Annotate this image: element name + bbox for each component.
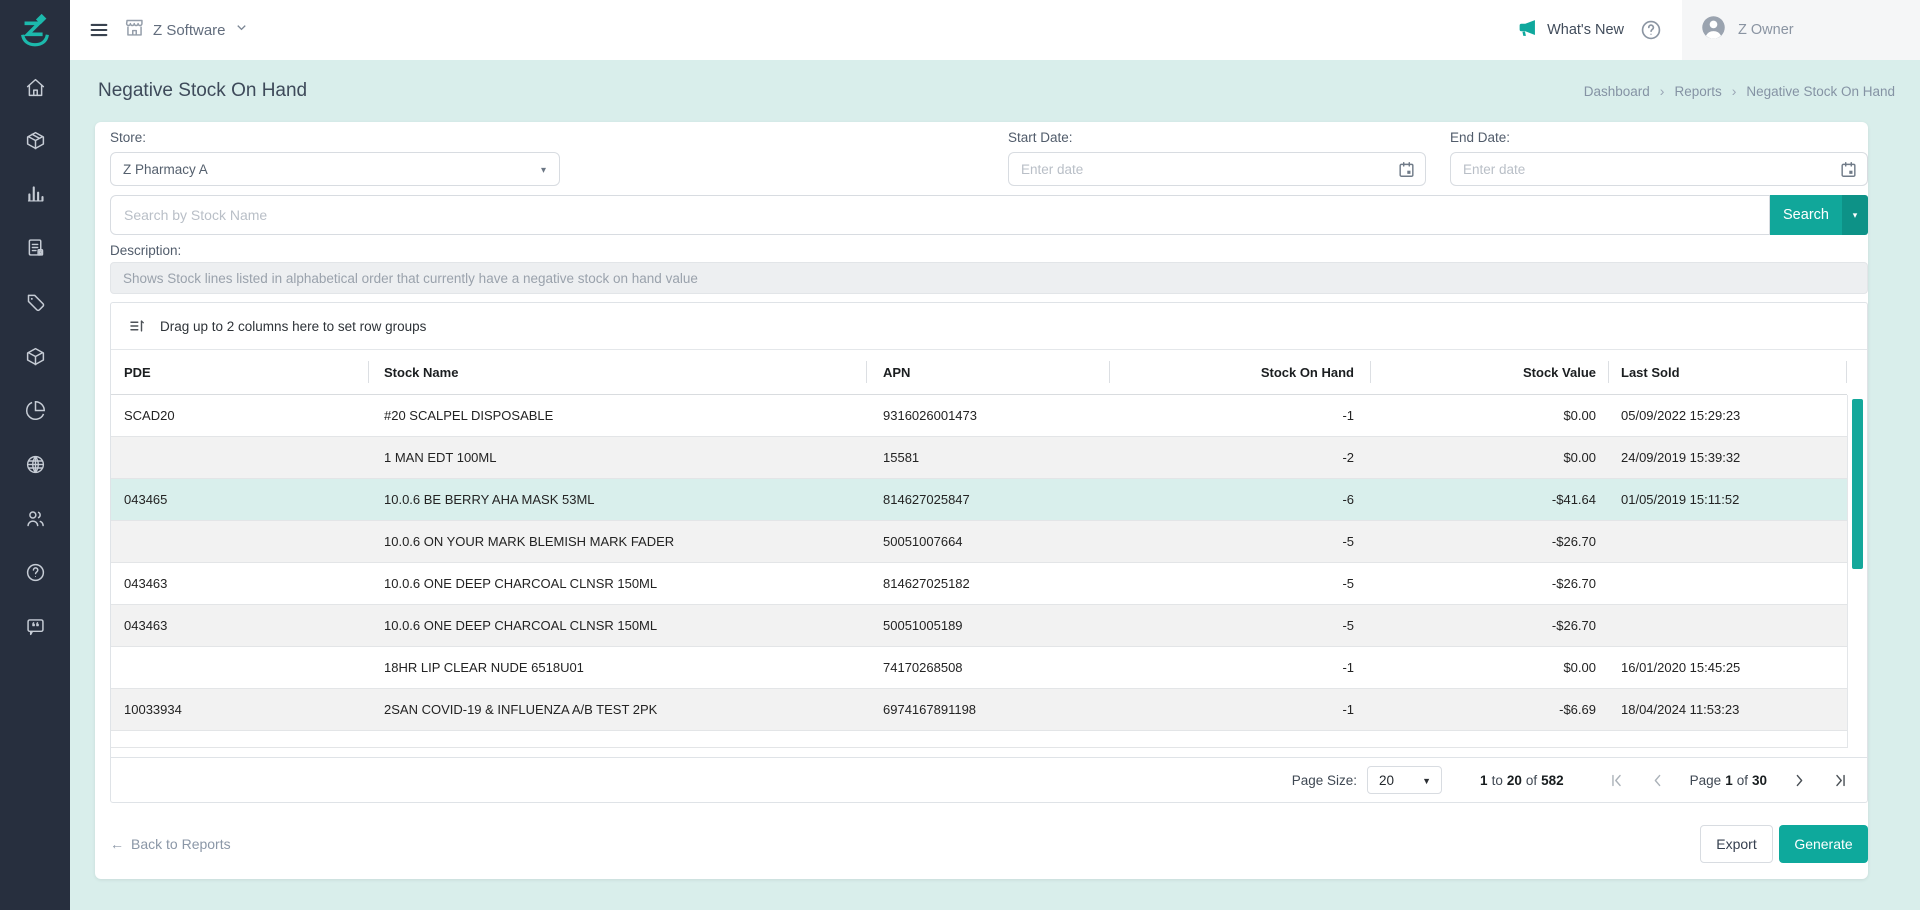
topbar: Z Software What's New Z Owner: [70, 0, 1920, 60]
store-select-value: Z Pharmacy A: [123, 162, 208, 177]
breadcrumb: Dashboard › Reports › Negative Stock On …: [1584, 83, 1895, 99]
page-size-value: 20: [1379, 773, 1394, 788]
store-switcher[interactable]: Z Software: [124, 17, 249, 43]
brand-logo-icon[interactable]: [0, 0, 70, 60]
breadcrumb-sep-icon: ›: [1732, 83, 1737, 99]
generate-button[interactable]: Generate: [1779, 825, 1868, 863]
table-header: PDE Stock Name APN Stock On Hand Stock V…: [111, 350, 1847, 395]
globe-icon[interactable]: [0, 452, 70, 476]
row-group-hint: Drag up to 2 columns here to set row gro…: [160, 319, 426, 334]
column-header-stock-name[interactable]: Stock Name: [369, 350, 867, 394]
user-menu[interactable]: Z Owner: [1682, 0, 1920, 60]
column-header-last-sold[interactable]: Last Sold: [1609, 350, 1847, 394]
breadcrumb-current: Negative Stock On Hand: [1746, 84, 1895, 99]
next-page-icon[interactable]: [1791, 772, 1808, 789]
description-label: Description:: [110, 243, 181, 258]
report-card: Store: Z Pharmacy A ▾ Start Date: Enter …: [95, 122, 1868, 879]
help-button[interactable]: [1640, 19, 1662, 41]
start-date-label: Start Date:: [1008, 130, 1426, 145]
table-row[interactable]: 10.0.6 ON YOUR MARK BLEMISH MARK FADER 5…: [111, 521, 1847, 563]
results-grid: Drag up to 2 columns here to set row gro…: [110, 302, 1868, 803]
table-row-selected[interactable]: 043465 10.0.6 BE BERRY AHA MASK 53ML 814…: [111, 479, 1847, 521]
search-input[interactable]: Search by Stock Name: [110, 195, 1770, 235]
search-placeholder: Search by Stock Name: [124, 207, 267, 223]
tag-icon[interactable]: [0, 290, 70, 314]
app-name: Z Software: [153, 22, 226, 39]
previous-page-icon[interactable]: [1649, 772, 1666, 789]
bar-chart-icon[interactable]: [0, 181, 70, 205]
page-size-label: Page Size:: [1292, 773, 1357, 788]
chat-quote-icon[interactable]: [0, 614, 70, 638]
back-arrow-icon: ←: [110, 836, 124, 852]
breadcrumb-sep-icon: ›: [1660, 83, 1665, 99]
page-size-select[interactable]: 20 ▼: [1367, 766, 1442, 794]
help-circle-icon[interactable]: [0, 560, 70, 584]
main-content: Negative Stock On Hand Dashboard › Repor…: [70, 60, 1920, 910]
end-date-label: End Date:: [1450, 130, 1868, 145]
users-icon[interactable]: [0, 506, 70, 530]
sidebar: [0, 0, 70, 910]
end-date-placeholder: Enter date: [1463, 162, 1525, 177]
back-to-reports-link[interactable]: ← Back to Reports: [110, 836, 231, 852]
pie-chart-icon[interactable]: [0, 398, 70, 422]
pagination-bar: Page Size: 20 ▼ 1 to 20 of 582: [111, 757, 1867, 802]
table-row[interactable]: SCAD20 #20 SCALPEL DISPOSABLE 9316026001…: [111, 395, 1847, 437]
start-date-placeholder: Enter date: [1021, 162, 1083, 177]
caret-down-icon: ▾: [541, 166, 546, 176]
table-body: SCAD20 #20 SCALPEL DISPOSABLE 9316026001…: [111, 395, 1847, 748]
chevron-down-icon: [234, 20, 249, 40]
column-header-apn[interactable]: APN: [867, 350, 1110, 394]
store-label: Store:: [110, 130, 560, 145]
search-button[interactable]: Search: [1770, 195, 1842, 235]
start-date-input[interactable]: Enter date: [1008, 152, 1426, 186]
calendar-icon[interactable]: [1839, 160, 1858, 184]
select-caret-icon: ▼: [1422, 776, 1431, 786]
home-icon[interactable]: [0, 75, 70, 99]
page-title: Negative Stock On Hand: [98, 80, 307, 102]
breadcrumb-reports[interactable]: Reports: [1674, 84, 1721, 99]
row-range-summary: 1 to 20 of 582: [1480, 773, 1564, 788]
breadcrumb-dashboard[interactable]: Dashboard: [1584, 84, 1650, 99]
column-header-stock-on-hand[interactable]: Stock On Hand: [1110, 350, 1371, 394]
column-header-stock-value[interactable]: Stock Value: [1371, 350, 1609, 394]
table-row[interactable]: 043463 10.0.6 ONE DEEP CHARCOAL CLNSR 15…: [111, 605, 1847, 647]
avatar-icon: [1700, 14, 1727, 46]
table-row[interactable]: 18HR LIP CLEAR NUDE 6518U01 74170268508 …: [111, 647, 1847, 689]
megaphone-icon: [1517, 17, 1538, 43]
description-value: Shows Stock lines listed in alphabetical…: [110, 262, 1868, 294]
export-button[interactable]: Export: [1700, 825, 1773, 863]
user-name: Z Owner: [1738, 22, 1794, 38]
store-select[interactable]: Z Pharmacy A ▾: [110, 152, 560, 186]
table-row[interactable]: 043463 10.0.6 ONE DEEP CHARCOAL CLNSR 15…: [111, 563, 1847, 605]
column-header-pde[interactable]: PDE: [111, 350, 369, 394]
whats-new-label: What's New: [1547, 22, 1624, 38]
first-page-icon[interactable]: [1608, 772, 1625, 789]
shop-icon: [124, 17, 145, 43]
app-root: Z Software What's New Z Owner Negative S…: [0, 0, 1920, 910]
row-group-dropzone[interactable]: Drag up to 2 columns here to set row gro…: [111, 303, 1867, 350]
search-options-caret[interactable]: ▾: [1842, 195, 1868, 235]
columns-icon: [128, 317, 146, 335]
scrollbar-thumb[interactable]: [1852, 399, 1863, 569]
page-indicator: Page 1 of 30: [1690, 773, 1767, 788]
clipboard-icon[interactable]: [0, 235, 70, 259]
end-date-input[interactable]: Enter date: [1450, 152, 1868, 186]
package-icon[interactable]: [0, 128, 70, 152]
package2-icon[interactable]: [0, 344, 70, 368]
table-row-clipped[interactable]: [111, 731, 1847, 748]
vertical-scrollbar: [1847, 395, 1867, 748]
last-page-icon[interactable]: [1832, 772, 1849, 789]
table-row[interactable]: 10033934 2SAN COVID-19 & INFLUENZA A/B T…: [111, 689, 1847, 731]
whats-new-button[interactable]: What's New: [1517, 17, 1624, 43]
table-row[interactable]: 1 MAN EDT 100ML 15581 -2 $0.00 24/09/201…: [111, 437, 1847, 479]
calendar-icon[interactable]: [1397, 160, 1416, 184]
menu-icon[interactable]: [82, 13, 116, 47]
